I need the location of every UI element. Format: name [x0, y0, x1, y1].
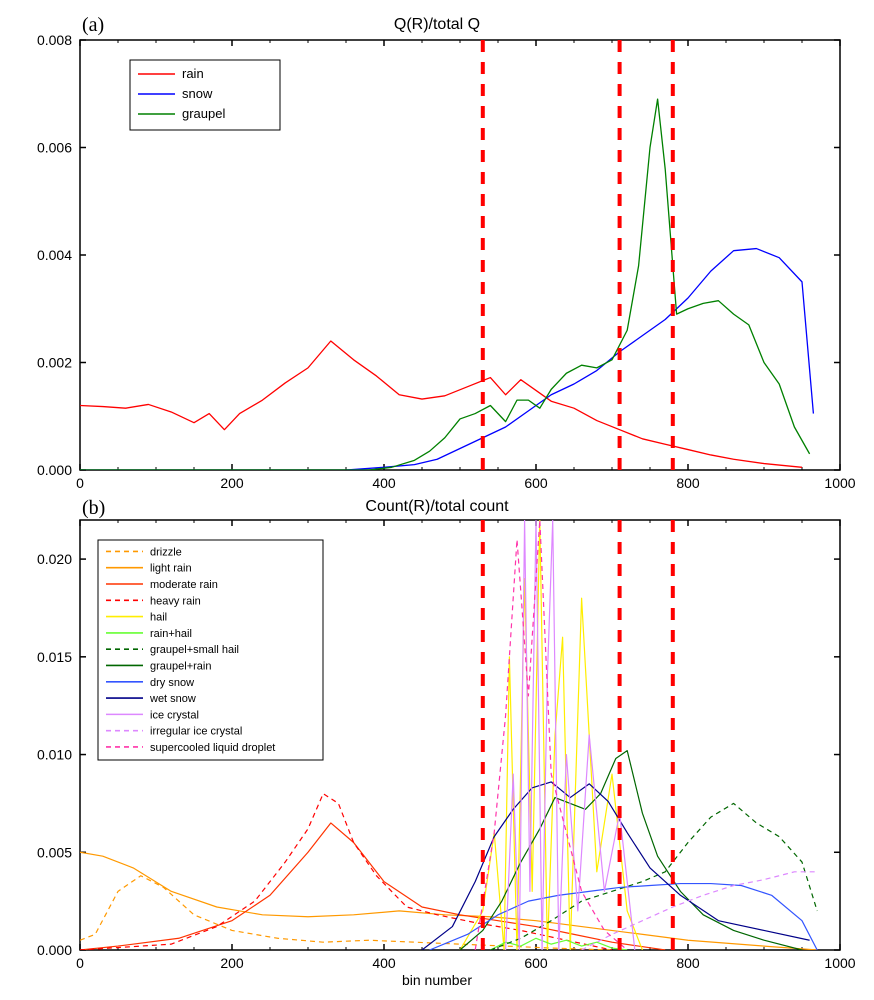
- legend-label: dry snow: [150, 677, 194, 689]
- svg-text:200: 200: [220, 475, 244, 491]
- svg-text:0.006: 0.006: [37, 140, 72, 156]
- legend-label: light rain: [150, 563, 192, 575]
- svg-text:0.008: 0.008: [37, 32, 72, 48]
- series-ice_crystal: [506, 520, 635, 950]
- legend-label: irregular ice crystal: [150, 726, 242, 738]
- series-rain: [80, 341, 802, 467]
- series-graupel_small_hail: [490, 803, 817, 950]
- series-moderate_rain: [80, 823, 665, 950]
- svg-text:600: 600: [524, 955, 548, 971]
- svg-text:800: 800: [676, 475, 700, 491]
- panel-a-title: Q(R)/total Q: [0, 16, 874, 34]
- svg-text:400: 400: [372, 475, 396, 491]
- legend-label: drizzle: [150, 546, 182, 558]
- svg-text:0.000: 0.000: [37, 462, 72, 478]
- legend-label: ice crystal: [150, 709, 199, 721]
- svg-text:0.015: 0.015: [37, 649, 72, 665]
- legend-label: graupel+rain: [150, 660, 211, 672]
- legend-label: rain: [182, 66, 204, 81]
- svg-text:0: 0: [76, 955, 84, 971]
- svg-text:0.005: 0.005: [37, 844, 72, 860]
- svg-text:200: 200: [220, 955, 244, 971]
- svg-text:0.020: 0.020: [37, 551, 72, 567]
- panel-b-title: Count(R)/total count: [0, 498, 874, 516]
- legend-label: hail: [150, 612, 167, 624]
- svg-text:800: 800: [676, 955, 700, 971]
- svg-text:0.010: 0.010: [37, 747, 72, 763]
- svg-text:1000: 1000: [824, 955, 855, 971]
- x-axis-label: bin number: [0, 972, 874, 988]
- svg-text:0.002: 0.002: [37, 355, 72, 371]
- legend-label: supercooled liquid droplet: [150, 742, 275, 754]
- svg-text:0: 0: [76, 475, 84, 491]
- series-hail: [460, 520, 642, 950]
- svg-text:600: 600: [524, 475, 548, 491]
- legend-label: snow: [182, 86, 213, 101]
- page-root: { "dimensions": { "width": 874, "height"…: [0, 0, 874, 1000]
- svg-text:0.004: 0.004: [37, 247, 72, 263]
- legend-label: wet snow: [149, 693, 196, 705]
- legend-label: heavy rain: [150, 595, 201, 607]
- svg-text:1000: 1000: [824, 475, 855, 491]
- series-light_rain: [80, 852, 817, 950]
- legend-label: graupel+small hail: [150, 644, 239, 656]
- svg-text:0.000: 0.000: [37, 942, 72, 958]
- legend-label: rain+hail: [150, 628, 192, 640]
- series-snow: [80, 249, 813, 470]
- legend-label: graupel: [182, 106, 225, 121]
- svg-text:400: 400: [372, 955, 396, 971]
- legend-label: moderate rain: [150, 579, 218, 591]
